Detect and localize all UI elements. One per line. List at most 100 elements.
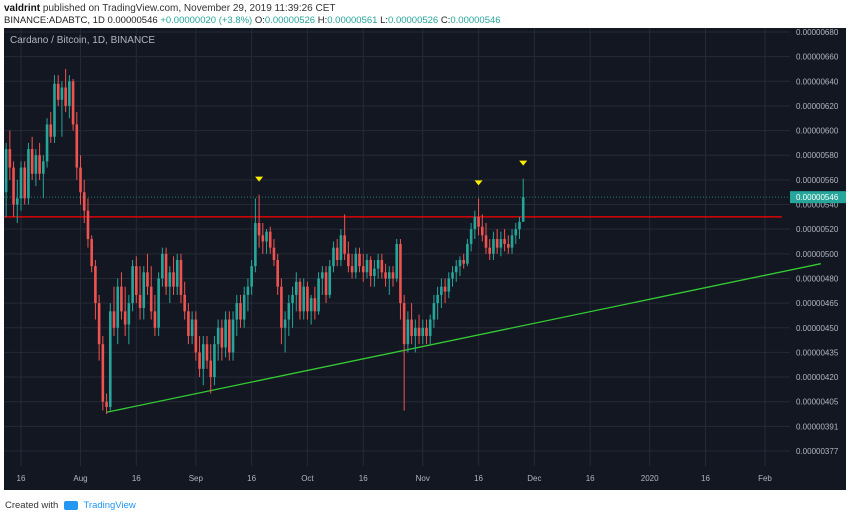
price-tick-label: 0.00000540 bbox=[796, 201, 839, 210]
candle-body bbox=[313, 298, 317, 312]
candle-body bbox=[354, 253, 358, 273]
price-tick-label: 0.00000560 bbox=[796, 176, 839, 185]
price-tick-label: 0.00000420 bbox=[796, 373, 839, 382]
candle-body bbox=[127, 303, 131, 325]
candle-body bbox=[86, 210, 90, 240]
marker-triangle-icon bbox=[255, 176, 264, 182]
candle-body bbox=[454, 266, 458, 273]
tradingview-link[interactable]: TradingView bbox=[83, 500, 136, 511]
candle-body bbox=[201, 344, 205, 369]
candle-body bbox=[488, 247, 492, 254]
candle-body bbox=[19, 167, 23, 199]
candle-body bbox=[387, 272, 391, 279]
time-axis[interactable]: 16 Aug 16 Sep 16 Oct 16 Nov 16 Dec 16 2020 16 Feb bbox=[17, 474, 773, 483]
candle-body bbox=[135, 266, 138, 295]
candle-body bbox=[53, 83, 56, 137]
marker-triangle-icon bbox=[519, 160, 528, 166]
candle-body bbox=[242, 294, 246, 320]
candle-body bbox=[361, 266, 365, 273]
candle-body bbox=[30, 149, 34, 174]
candle-body bbox=[373, 268, 376, 277]
candle-body bbox=[280, 286, 283, 328]
candle-body bbox=[466, 243, 469, 264]
candle-body bbox=[309, 298, 313, 312]
candle-body bbox=[175, 259, 179, 287]
candle-body bbox=[250, 266, 253, 287]
candle-body bbox=[268, 231, 272, 248]
candle-body bbox=[27, 149, 30, 199]
price-tick-label: 0.00000520 bbox=[796, 225, 839, 234]
candle-body bbox=[358, 253, 361, 267]
candle-body bbox=[440, 286, 443, 295]
candle-body bbox=[90, 239, 93, 267]
candle-body bbox=[410, 319, 413, 336]
published-text: published on TradingView.com, November 2… bbox=[42, 3, 336, 14]
candle-body bbox=[172, 272, 175, 287]
author-name[interactable]: valdrint bbox=[4, 3, 41, 14]
candle-body bbox=[365, 259, 369, 273]
candle-body bbox=[399, 243, 402, 304]
price-tick-label: 0.00000480 bbox=[796, 274, 839, 283]
candle-body bbox=[458, 259, 462, 267]
time-axis-background bbox=[4, 466, 790, 490]
candle-body bbox=[153, 311, 157, 328]
candle-body bbox=[343, 235, 346, 254]
candle-body bbox=[101, 344, 105, 402]
time-tick-label: Aug bbox=[73, 474, 87, 483]
time-tick-label: Nov bbox=[416, 474, 430, 483]
price-axis[interactable]: 0.00000680 0.00000660 0.00000640 0.00000620… bbox=[790, 28, 846, 456]
candle-body bbox=[49, 124, 53, 137]
candle-body bbox=[443, 286, 447, 292]
price-tick-label: 0.00000377 bbox=[796, 447, 839, 456]
candle-body bbox=[347, 253, 350, 267]
price-tick-label: 0.00000640 bbox=[796, 77, 839, 86]
candle-body bbox=[321, 272, 324, 279]
time-tick-label: 16 bbox=[359, 474, 368, 483]
chart-container[interactable]: 0.00000680 0.00000660 0.00000640 0.00000620… bbox=[1, 28, 846, 490]
publish-header: valdrint published on TradingView.com, N… bbox=[0, 0, 850, 28]
candle-body bbox=[120, 286, 123, 312]
candle-body bbox=[335, 247, 339, 260]
price-tick-label: 0.00000500 bbox=[796, 250, 839, 259]
candle-body bbox=[480, 226, 484, 236]
price-tick-label: 0.00000680 bbox=[796, 28, 839, 37]
candle-body bbox=[220, 327, 224, 348]
candle-body bbox=[514, 229, 518, 236]
candle-body bbox=[190, 319, 194, 336]
candle-body bbox=[228, 319, 231, 353]
marker-group bbox=[255, 160, 528, 186]
candle-body bbox=[350, 266, 354, 273]
price-axis-background bbox=[790, 28, 846, 490]
candle-body bbox=[287, 303, 291, 320]
candle-body bbox=[406, 319, 410, 345]
tradingview-logo-icon[interactable] bbox=[63, 500, 78, 510]
candle-body bbox=[168, 272, 172, 287]
candle-body bbox=[138, 294, 142, 309]
candle-body bbox=[414, 327, 417, 336]
candle-body bbox=[97, 303, 101, 345]
candlestick-chart[interactable]: 0.00000680 0.00000660 0.00000640 0.00000620… bbox=[1, 28, 846, 490]
low-value: 0.00000526 bbox=[388, 15, 439, 26]
symbol-label: BINANCE:ADABTC, 1D bbox=[4, 15, 105, 26]
candle-body bbox=[306, 286, 309, 312]
high-label: H: bbox=[317, 15, 328, 26]
candle-body bbox=[116, 286, 120, 328]
time-tick-label: Dec bbox=[527, 474, 541, 483]
price-change: +0.00000020 (+3.8%) bbox=[160, 15, 253, 26]
candle-body bbox=[391, 272, 395, 279]
price-tick-label: 0.00000465 bbox=[796, 299, 839, 308]
candle-body bbox=[23, 167, 27, 199]
chart-title: Cardano / Bitcoin, 1D, BINANCE bbox=[10, 35, 155, 46]
low-label: L: bbox=[380, 15, 389, 26]
time-tick-label: 16 bbox=[132, 474, 141, 483]
time-tick-label: 2020 bbox=[641, 474, 659, 483]
time-tick-label: Sep bbox=[189, 474, 204, 483]
last-price: 0.00000546 bbox=[107, 15, 158, 26]
symbol-ohlc-line: BINANCE:ADABTC, 1D 0.00000546 +0.0000002… bbox=[4, 15, 501, 26]
price-tick-label: 0.00000405 bbox=[796, 398, 839, 407]
candle-body bbox=[503, 239, 506, 244]
time-tick-label: 16 bbox=[247, 474, 256, 483]
candle-body bbox=[194, 319, 198, 353]
candle-body bbox=[198, 352, 201, 369]
candle-body bbox=[477, 216, 480, 227]
